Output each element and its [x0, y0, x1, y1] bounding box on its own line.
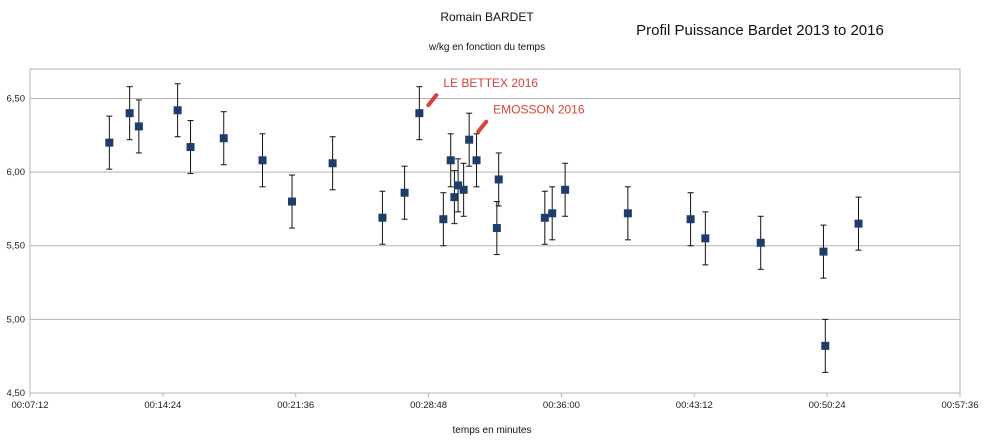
- data-point: [472, 133, 481, 188]
- point-marker: [494, 175, 503, 184]
- data-point: [288, 174, 297, 229]
- point-marker: [219, 134, 228, 143]
- point-marker: [450, 193, 459, 202]
- data-point: [134, 99, 143, 154]
- point-marker: [561, 185, 570, 194]
- data-point: [548, 186, 557, 241]
- data-point: [686, 192, 695, 247]
- data-point: [819, 224, 828, 279]
- data-point: [494, 152, 503, 207]
- x-tick-label: 00:50:24: [809, 400, 846, 411]
- point-marker: [756, 238, 765, 247]
- data-point: [105, 115, 114, 170]
- x-axis-ticks: 00:07:12 00:14:24 00:21:36 00:28:48 00:36:00…: [12, 393, 979, 411]
- data-point: [465, 112, 474, 167]
- point-marker: [701, 234, 710, 243]
- y-axis-ticks: 4,50 5,00 5,50 6,00 6,50: [7, 93, 26, 399]
- point-marker: [378, 213, 387, 222]
- y-tick-label: 5,00: [7, 314, 26, 325]
- data-point: [415, 86, 424, 141]
- y-tick-label: 6,50: [7, 93, 26, 104]
- data-point: [561, 162, 570, 217]
- point-marker: [400, 188, 409, 197]
- annotations: LE BETTEX 2016 EMOSSON 2016: [426, 76, 585, 134]
- point-marker: [439, 215, 448, 224]
- data-point: [446, 133, 455, 188]
- y-tick-label: 5,50: [7, 241, 26, 252]
- data-point: [125, 86, 134, 141]
- point-marker: [472, 156, 481, 165]
- data-point: [378, 190, 387, 245]
- data-point: [623, 186, 632, 241]
- point-marker: [686, 215, 695, 224]
- point-marker: [854, 219, 863, 228]
- chart-subtitle: w/kg en fonction du temps: [428, 42, 545, 53]
- point-marker: [105, 138, 114, 147]
- point-marker: [819, 247, 828, 256]
- x-tick-label: 00:21:36: [277, 400, 314, 411]
- data-point: [454, 158, 463, 213]
- data-point: [854, 196, 863, 251]
- point-marker: [173, 106, 182, 115]
- point-marker: [258, 156, 267, 165]
- point-marker: [186, 143, 195, 152]
- data-point: [540, 190, 549, 245]
- data-point: [756, 215, 765, 270]
- x-tick-label: 00:28:48: [410, 400, 447, 411]
- chart-side-title: Profil Puissance Bardet 2013 to 2016: [636, 22, 884, 39]
- data-point: [450, 170, 459, 225]
- data-point: [328, 136, 337, 191]
- x-tick-label: 00:57:36: [942, 400, 979, 411]
- data-point: [439, 192, 448, 247]
- x-tick-label: 00:43:12: [676, 400, 713, 411]
- point-marker: [288, 197, 297, 206]
- point-marker: [821, 341, 830, 350]
- x-axis-label: temps en minutes: [453, 425, 532, 436]
- annotation: LE BETTEX 2016: [426, 76, 538, 108]
- data-point: [258, 133, 267, 188]
- data-series: [105, 83, 863, 373]
- point-marker: [492, 224, 501, 233]
- data-point: [219, 111, 228, 166]
- point-marker: [454, 181, 463, 190]
- axes: [29, 68, 961, 394]
- annotation-label: EMOSSON 2016: [493, 103, 585, 117]
- grid: [30, 97, 960, 320]
- point-marker: [623, 209, 632, 218]
- data-point: [821, 318, 830, 373]
- annotation-pointer: [426, 93, 439, 108]
- data-point: [186, 120, 195, 175]
- point-marker: [540, 213, 549, 222]
- x-tick-label: 00:36:00: [543, 400, 580, 411]
- point-marker: [415, 109, 424, 118]
- plot-frame: [29, 68, 961, 394]
- point-marker: [328, 159, 337, 168]
- data-point: [173, 83, 182, 138]
- x-tick-label: 00:14:24: [144, 400, 181, 411]
- point-marker: [548, 209, 557, 218]
- chart-title: Romain BARDET: [440, 10, 534, 24]
- data-point: [400, 165, 409, 220]
- point-marker: [446, 156, 455, 165]
- annotation-label: LE BETTEX 2016: [443, 76, 538, 90]
- y-tick-label: 4,50: [7, 388, 26, 399]
- point-marker: [465, 135, 474, 144]
- point-marker: [134, 122, 143, 131]
- point-marker: [459, 185, 468, 194]
- data-point: [459, 162, 468, 217]
- data-point: [492, 201, 501, 256]
- point-marker: [125, 109, 134, 118]
- y-tick-label: 6,00: [7, 167, 26, 178]
- annotation-pointer: [476, 119, 489, 134]
- data-point: [701, 211, 710, 266]
- x-tick-label: 00:07:12: [12, 400, 49, 411]
- annotation: EMOSSON 2016: [476, 103, 585, 134]
